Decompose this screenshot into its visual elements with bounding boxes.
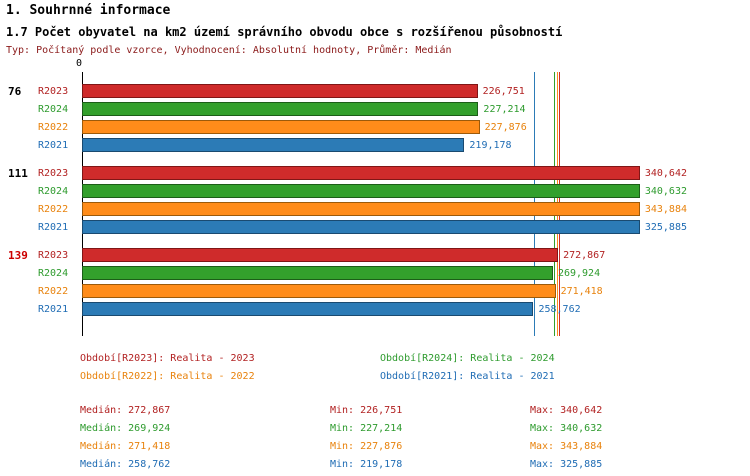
series-label-r2024: R2024: [38, 103, 69, 115]
bar-group: 111 R2023 340,642 R2024 340,632 R2022 343,884 R…: [0, 164, 750, 236]
group-label: 76: [8, 84, 22, 98]
series-label-r2021: R2021: [38, 303, 69, 315]
bar-r2023: [82, 248, 559, 262]
chart-row: R2021 325,885: [0, 218, 750, 236]
bar-track: 340,632: [82, 184, 687, 198]
series-label-r2023: R2023: [38, 249, 69, 261]
bar-value: 325,885: [644, 221, 687, 233]
bar-track: 272,867: [82, 248, 687, 262]
bar-r2024: [82, 102, 479, 116]
section-title: 1. Souhrnné informace: [6, 3, 171, 18]
bar-chart: 0 76 R2023 226,751 R2024 227,214 R2022 227,876…: [0, 58, 750, 336]
axis-zero-label: 0: [76, 58, 83, 69]
bar-r2023: [82, 84, 478, 98]
bar-value: 343,884: [644, 203, 687, 215]
chart-row: 139 R2023 272,867: [0, 246, 750, 264]
series-label-r2021: R2021: [38, 221, 69, 233]
bar-r2021: [82, 220, 640, 234]
stat-median-r2024: Medián: 269,924: [80, 423, 171, 434]
legend-item-r2022: Období[R2022]: Realita - 2022: [80, 371, 255, 382]
bar-r2022: [82, 284, 556, 298]
bar-value: 271,418: [560, 285, 603, 297]
bar-track: 340,642: [82, 166, 687, 180]
stat-min-r2024: Min: 227,214: [330, 423, 403, 434]
chart-row: R2024 227,214: [0, 100, 750, 118]
bar-track: 226,751: [82, 84, 687, 98]
stat-median-r2021: Medián: 258,762: [80, 459, 171, 470]
chart-row: R2024 340,632: [0, 182, 750, 200]
stat-max-r2021: Max: 325,885: [530, 459, 603, 470]
bar-value: 269,924: [557, 267, 601, 279]
legend-item-r2023: Období[R2023]: Realita - 2023: [80, 353, 255, 364]
chart-row: R2022 343,884: [0, 200, 750, 218]
bar-value: 227,214: [483, 103, 526, 115]
indicator-title: 1.7 Počet obyvatel na km2 území správníh…: [6, 25, 563, 39]
report-header: 1. Souhrnné informace 1.7 Počet obyvatel…: [0, 0, 750, 56]
bar-r2021: [82, 138, 465, 152]
series-label-r2021: R2021: [38, 139, 69, 151]
series-label-r2024: R2024: [38, 185, 69, 197]
stat-min-r2023: Min: 226,751: [330, 405, 403, 416]
chart-legend: Období[R2023]: Realita - 2023 Období[R202…: [0, 350, 750, 386]
bar-track: 227,876: [82, 120, 687, 134]
bar-track: 271,418: [82, 284, 687, 298]
bar-track: 219,178: [82, 138, 687, 152]
bar-track: 227,214: [82, 102, 687, 116]
chart-row: 76 R2023 226,751: [0, 82, 750, 100]
legend-item-r2024: Období[R2024]: Realita - 2024: [380, 353, 555, 364]
series-label-r2022: R2022: [38, 203, 69, 215]
bar-value: 272,867: [563, 249, 606, 261]
bar-value: 340,642: [644, 167, 687, 179]
bar-track: 269,924: [82, 266, 687, 280]
stat-max-r2022: Max: 343,884: [530, 441, 603, 452]
stat-min-r2022: Min: 227,876: [330, 441, 403, 452]
bar-value: 226,751: [482, 85, 525, 97]
series-label-r2023: R2023: [38, 85, 69, 97]
series-label-r2022: R2022: [38, 285, 69, 297]
chart-stats: Medián: 272,867 Min: 226,751 Max: 340,642 M…: [0, 402, 750, 474]
bar-r2024: [82, 266, 553, 280]
group-label: 111: [8, 166, 28, 180]
bar-track: 258,762: [82, 302, 687, 316]
bar-r2024: [82, 184, 640, 198]
stat-min-r2021: Min: 219,178: [330, 459, 403, 470]
chart-row: R2021 258,762: [0, 300, 750, 318]
bar-track: 325,885: [82, 220, 687, 234]
bar-value: 258,762: [538, 303, 581, 315]
chart-plot: 76 R2023 226,751 R2024 227,214 R2022 227,876 R2…: [0, 72, 750, 336]
bar-track: 343,884: [82, 202, 687, 216]
series-label-r2024: R2024: [38, 267, 69, 279]
bar-r2022: [82, 202, 640, 216]
bar-group: 139 R2023 272,867 R2024 269,924 R2022 271,418 R…: [0, 246, 750, 318]
stat-median-r2022: Medián: 271,418: [80, 441, 171, 452]
stat-max-r2023: Max: 340,642: [530, 405, 603, 416]
bar-value: 227,876: [484, 121, 527, 133]
bar-r2021: [82, 302, 534, 316]
group-label: 139: [8, 248, 28, 262]
stat-median-r2023: Medián: 272,867: [80, 405, 171, 416]
series-label-r2023: R2023: [38, 167, 69, 179]
bar-r2022: [82, 120, 480, 134]
bar-group: 76 R2023 226,751 R2024 227,214 R2022 227,876 R2…: [0, 82, 750, 154]
stat-max-r2024: Max: 340,632: [530, 423, 603, 434]
series-label-r2022: R2022: [38, 121, 69, 133]
chart-row: R2024 269,924: [0, 264, 750, 282]
bar-value: 340,632: [644, 185, 687, 197]
chart-meta: Typ: Počítaný podle vzorce, Vyhodnocení:…: [6, 45, 452, 56]
bar-value: 219,178: [469, 139, 512, 151]
chart-row: R2021 219,178: [0, 136, 750, 154]
legend-item-r2021: Období[R2021]: Realita - 2021: [380, 371, 555, 382]
chart-row: R2022 227,876: [0, 118, 750, 136]
bar-r2023: [82, 166, 640, 180]
chart-row: R2022 271,418: [0, 282, 750, 300]
chart-row: 111 R2023 340,642: [0, 164, 750, 182]
